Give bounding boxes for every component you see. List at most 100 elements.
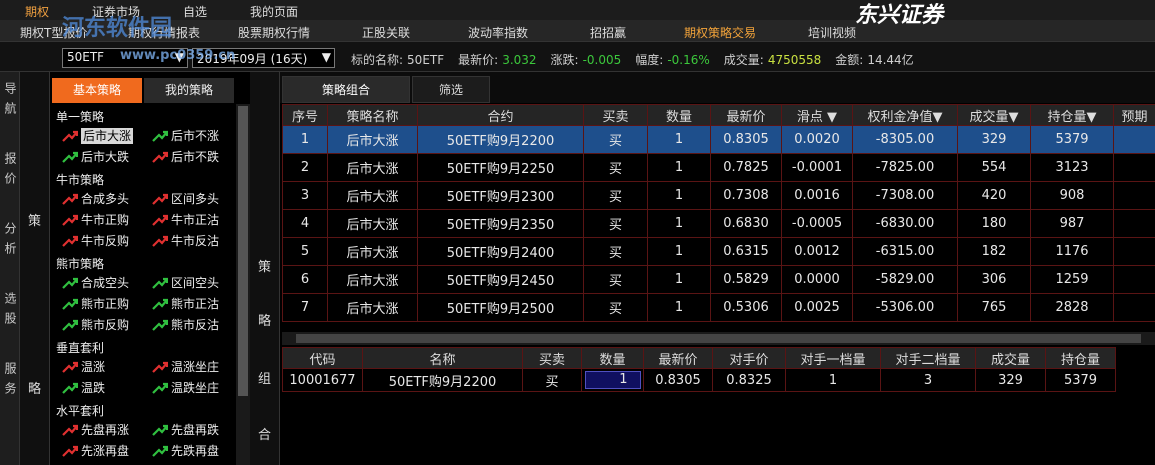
strategy-item[interactable]: 先涨再盘 [62,443,129,459]
strategy-item[interactable]: 合成多头 [62,191,129,207]
nav-item[interactable]: 服务 [3,362,17,402]
table-row[interactable]: 10001677 50ETF购9月2200 买 1 0.8305 0.8325 1 3 329 5… [282,368,1116,392]
sub-menu-item[interactable]: 波动率指数 [468,26,529,40]
table-cell: 329 [975,368,1046,392]
strategy-item[interactable]: 区间多头 [152,191,219,207]
column-header[interactable]: 最新价 [643,347,713,369]
strategy-item[interactable]: 牛市反沽 [152,233,219,249]
strategy-item[interactable]: 温涨坐庄 [152,359,219,375]
strategy-tab[interactable]: 基本策略 [52,78,142,103]
quote-value: -0.005 [582,53,622,67]
column-header[interactable]: 合约 [417,104,584,126]
sub-menu-item[interactable]: 期权T型报价 [20,26,88,40]
quote-bar: 50ETF ▼ 2019年09月 (16天) ▼ 标的名称: 50ETF 最新价: 3.0… [0,42,1155,72]
strategy-name: 熊市正购 [81,297,130,311]
strategy-item[interactable]: 温跌坐庄 [152,380,219,396]
strategy-item[interactable]: 熊市正沽 [152,296,219,312]
table-row[interactable]: 7 后市大涨 50ETF购9月2500 买 1 0.5306 0.0025 -5306.00 7… [282,293,1155,322]
quote-value: 14.44亿 [867,53,914,67]
strategy-item[interactable]: 先盘再跌 [152,422,219,438]
strategy-item[interactable]: 后市大跌 [62,149,129,165]
column-header[interactable]: 买卖 [583,104,648,126]
main-tab[interactable]: 筛选 [412,76,490,103]
strategy-item[interactable]: 合成空头 [62,275,129,291]
column-header[interactable]: 最新价 [710,104,782,126]
column-header[interactable]: 策略名称 [327,104,418,126]
top-menu-item[interactable]: 我的页面 [250,5,299,19]
strategy-tab[interactable]: 我的策略 [144,78,234,103]
h-scrollbar-thumb[interactable] [296,334,1141,343]
strategy-item[interactable]: 牛市正购 [62,212,129,228]
strategy-icon [62,130,78,142]
top-menu-item[interactable]: 期权 [25,5,50,19]
underlying-dropdown[interactable]: 50ETF ▼ [62,48,188,68]
column-header[interactable]: 序号 [282,104,328,126]
column-header[interactable]: 对手二档量 [880,347,976,369]
strategy-item[interactable]: 先盘再涨 [62,422,129,438]
table-cell: 5379 [1045,368,1116,392]
table-row[interactable]: 2 后市大涨 50ETF购9月2250 买 1 0.7825 -0.0001 -7825.00… [282,153,1155,182]
strategy-name: 先盘再跌 [171,423,220,437]
nav-item[interactable]: 报价 [3,152,17,192]
column-header[interactable]: 代码 [282,347,363,369]
sub-menu-item[interactable]: 股票期权行情 [238,26,311,40]
strategy-name: 后市不涨 [171,129,220,143]
strategy-item[interactable]: 后市大涨 [62,128,134,144]
strategy-item[interactable]: 温涨 [62,359,105,375]
top-menu-item[interactable]: 证券市场 [92,5,141,19]
strategy-item[interactable]: 熊市反沽 [152,317,219,333]
strategy-item[interactable]: 熊市正购 [62,296,129,312]
sub-menu-item[interactable]: 期权策略交易 [684,26,757,40]
sub-menu-item[interactable]: 期权行情报表 [128,26,201,40]
nav-item[interactable]: 选股 [3,292,17,332]
table-cell: -5829.00 [852,265,958,294]
expiry-dropdown[interactable]: 2019年09月 (16天) ▼ [192,48,335,68]
column-header[interactable]: 权利金净值▼ [852,104,958,126]
vertical-label-char: 策 [27,214,41,229]
column-header[interactable]: 滑点 ▼ [781,104,853,126]
strategy-item[interactable]: 温跌 [62,380,105,396]
table-row[interactable]: 1 后市大涨 50ETF购9月2200 买 1 0.8305 0.0020 -8305.00 3… [282,125,1155,154]
column-header[interactable]: 预期 [1113,104,1155,126]
column-header[interactable]: 名称 [362,347,523,369]
quantity-input[interactable]: 1 [584,371,641,389]
nav-item[interactable]: 分析 [3,222,17,262]
table-cell: -6315.00 [852,237,958,266]
strategy-item[interactable]: 后市不涨 [152,128,219,144]
table-cell [1113,125,1155,154]
main-tab[interactable]: 策略组合 [282,76,410,103]
column-header[interactable]: 对手一档量 [785,347,881,369]
strategy-item[interactable]: 熊市反购 [62,317,129,333]
column-header[interactable]: 数量 [581,347,644,369]
table-cell: 1 [647,293,711,322]
column-header[interactable]: 成交量 [975,347,1046,369]
vertical-label-char: 组 [257,372,271,387]
sub-menu-item[interactable]: 正股关联 [362,26,411,40]
table-row[interactable]: 5 后市大涨 50ETF购9月2400 买 1 0.6315 0.0012 -6315.00 1… [282,237,1155,266]
column-header[interactable]: 持仓量 [1045,347,1116,369]
strategy-item[interactable]: 牛市反购 [62,233,129,249]
column-header[interactable]: 买卖 [522,347,582,369]
table-row[interactable]: 6 后市大涨 50ETF购9月2450 买 1 0.5829 0.0000 -5829.00 3… [282,265,1155,294]
table-row[interactable]: 3 后市大涨 50ETF购9月2300 买 1 0.7308 0.0016 -7308.00 4… [282,181,1155,210]
column-header[interactable]: 数量 [647,104,711,126]
strategy-item[interactable]: 牛市正沽 [152,212,219,228]
table-row[interactable]: 4 后市大涨 50ETF购9月2350 买 1 0.6830 -0.0005 -6830.00… [282,209,1155,238]
column-header[interactable]: 成交量▼ [957,104,1031,126]
strategy-item[interactable]: 区间空头 [152,275,219,291]
strategy-icon [152,361,168,373]
table-cell: 买 [583,237,648,266]
strategy-icon [152,151,168,163]
sub-menu-item[interactable]: 培训视频 [808,26,857,40]
scrollbar-thumb[interactable] [238,106,248,396]
column-header[interactable]: 对手价 [712,347,786,369]
strategy-icon [152,424,168,436]
nav-item[interactable]: 导航 [3,82,17,122]
strategy-item[interactable]: 先跌再盘 [152,443,219,459]
strategy-item[interactable]: 后市不跌 [152,149,219,165]
column-header[interactable]: 持仓量▼ [1030,104,1114,126]
combo-label-bar: 策略组合 [250,72,280,465]
sub-menu-item[interactable]: 招招赢 [590,26,627,40]
table-cell: 后市大涨 [327,181,418,210]
top-menu-item[interactable]: 自选 [183,5,208,19]
